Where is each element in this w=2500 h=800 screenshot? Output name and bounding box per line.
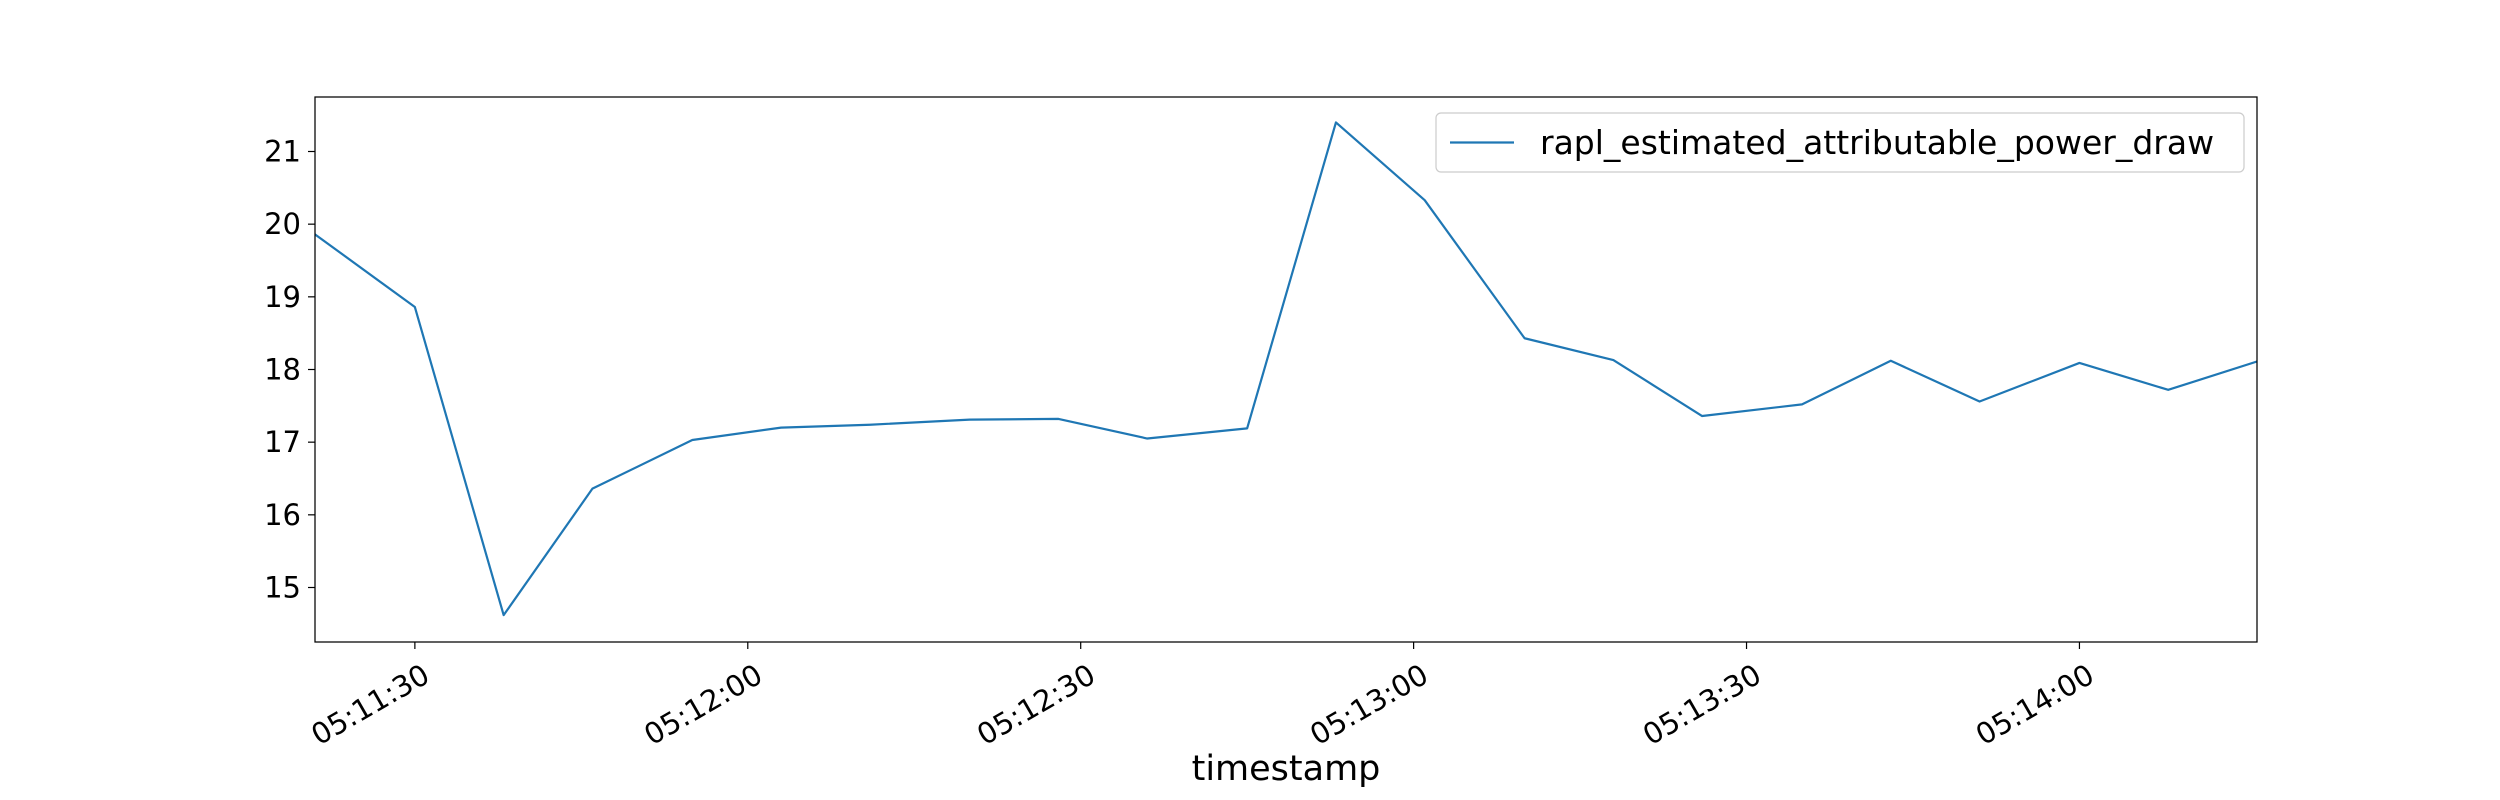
x-axis-label: timestamp: [1192, 749, 1381, 789]
x-tick-label: 05:13:30: [1637, 657, 1767, 752]
series-line-0: [315, 121, 2257, 617]
x-tick-label: 05:12:00: [638, 657, 768, 752]
y-tick-label: 21: [264, 135, 301, 169]
axes-frame: [314, 96, 2258, 643]
y-tick-label: 15: [264, 571, 301, 605]
x-tick-label: 05:12:30: [971, 657, 1101, 752]
legend-label: rapl_estimated_attributable_power_draw: [1540, 123, 2214, 162]
y-tick-label: 19: [264, 280, 301, 314]
y-tick-label: 20: [264, 207, 301, 241]
x-tick-label: 05:14:00: [1970, 657, 2100, 752]
y-tick-label: 16: [264, 498, 301, 532]
y-axis: 15 16 17 18 19 20 21: [264, 135, 315, 605]
legend-box: [1435, 112, 2245, 173]
x-tick-label: 05:11:30: [305, 657, 435, 752]
x-axis: 05:11:30 05:12:00 05:12:30 05:13:00 05:13:30…: [305, 642, 2100, 752]
legend: rapl_estimated_attributable_power_draw: [1435, 112, 2245, 173]
y-tick-label: 18: [264, 353, 301, 387]
y-tick-label: 17: [264, 425, 301, 459]
series-layer: [315, 121, 2257, 617]
x-tick-label: 05:13:00: [1304, 657, 1434, 752]
